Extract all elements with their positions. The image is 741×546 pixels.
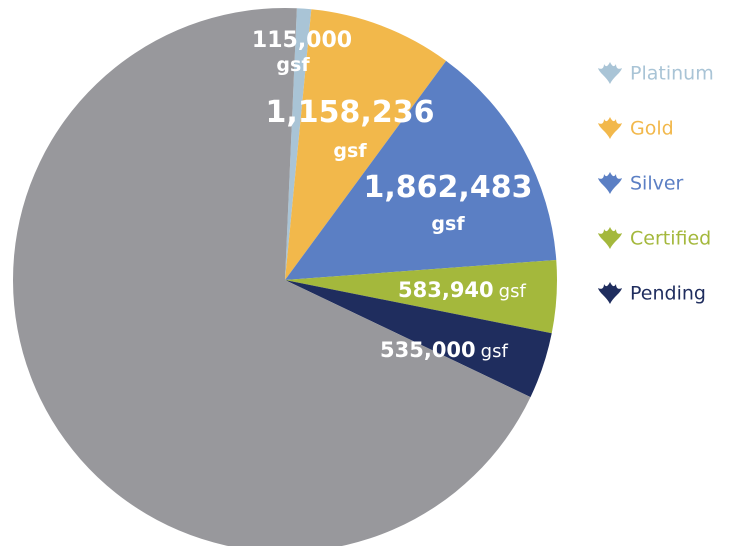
- pie-slice: [285, 280, 552, 398]
- value-unit: gsf: [276, 54, 310, 76]
- value-label: 535,000 gsf: [380, 338, 508, 362]
- legend-icon: [598, 172, 622, 194]
- value-unit: gsf: [499, 281, 527, 302]
- value-unit: gsf: [431, 213, 465, 235]
- legend-label: Gold: [630, 118, 674, 140]
- pie-slice: [285, 259, 557, 334]
- pie-slice: [285, 9, 447, 280]
- pie-slice: [285, 60, 557, 280]
- value-number: 583,940: [398, 278, 494, 302]
- legend-icon: [598, 62, 622, 84]
- value-label: 583,940 gsf: [398, 278, 526, 302]
- value-label: 1,158,236: [266, 95, 435, 130]
- pie-slice: [13, 8, 531, 546]
- legend-item: Silver: [598, 172, 684, 195]
- pie-slice: [285, 8, 312, 281]
- legend-label: Certified: [630, 228, 711, 250]
- value-number: 535,000: [380, 338, 476, 362]
- legend-icon: [598, 227, 622, 249]
- legend-icon: [598, 117, 622, 139]
- legend-icon: [598, 282, 622, 304]
- legend-item: Certified: [598, 227, 711, 250]
- legend-item: Platinum: [598, 62, 714, 85]
- legend-item: Gold: [598, 117, 674, 140]
- value-unit: gsf: [481, 341, 509, 362]
- value-unit: gsf: [333, 140, 367, 162]
- legend-label: Pending: [630, 283, 706, 305]
- value-label: 115,000: [252, 28, 352, 53]
- value-label: 1,862,483: [364, 170, 533, 205]
- legend-label: Platinum: [630, 63, 714, 85]
- legend-item: Pending: [598, 282, 706, 305]
- legend-label: Silver: [630, 173, 684, 195]
